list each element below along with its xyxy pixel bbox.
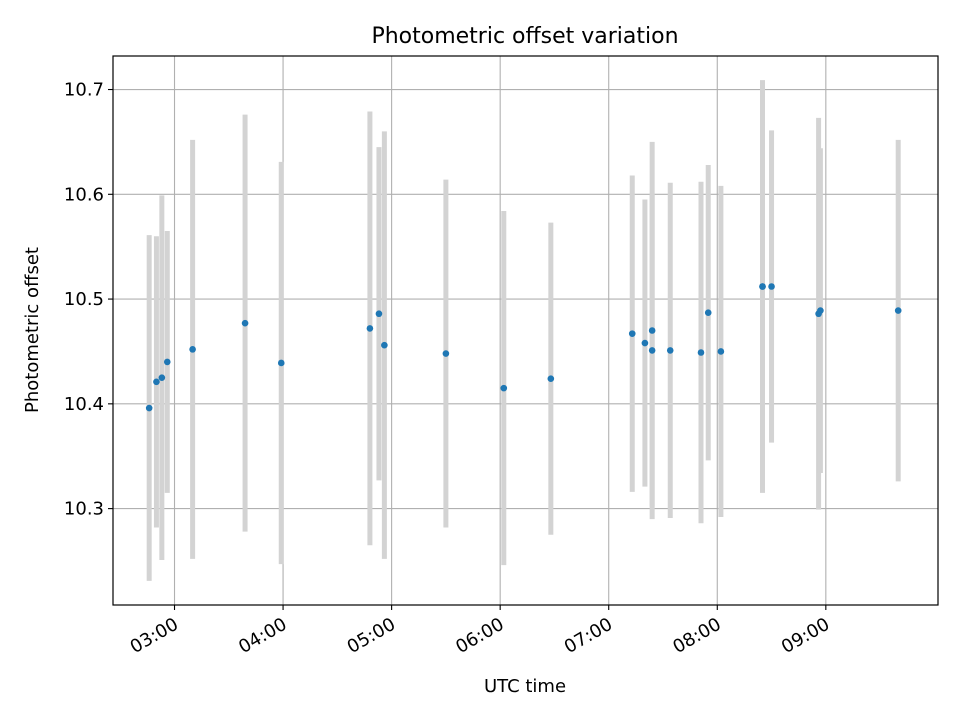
data-point xyxy=(241,319,249,327)
data-point xyxy=(375,310,383,318)
chart-title: Photometric offset variation xyxy=(371,24,678,49)
data-point xyxy=(145,404,153,412)
data-point xyxy=(547,375,555,382)
data-point xyxy=(648,327,656,334)
data-point xyxy=(628,330,636,337)
x-axis-label: UTC time xyxy=(484,676,566,697)
data-point xyxy=(704,309,712,316)
data-point xyxy=(163,358,171,366)
data-point xyxy=(641,339,649,347)
data-point xyxy=(768,283,775,290)
data-point xyxy=(442,350,450,357)
data-point xyxy=(366,325,374,332)
y-tick-label: 10.7 xyxy=(64,80,104,101)
grid xyxy=(113,56,938,605)
data-point xyxy=(894,307,902,314)
y-tick-label: 10.3 xyxy=(64,499,104,520)
data-point xyxy=(189,346,196,353)
data-points xyxy=(145,283,902,412)
data-point xyxy=(500,384,508,392)
data-point xyxy=(817,307,824,314)
y-axis-label: Photometric offset xyxy=(22,247,43,413)
y-tick-label: 10.5 xyxy=(64,289,104,310)
y-tick-label: 10.4 xyxy=(64,394,104,415)
data-point xyxy=(717,348,725,355)
data-point xyxy=(158,374,166,381)
data-point xyxy=(697,349,705,356)
plot-frame xyxy=(112,55,939,606)
data-point xyxy=(381,341,388,349)
data-point xyxy=(648,347,656,354)
y-axis: 10.3 10.4 10.5 10.6 10.7 xyxy=(64,80,113,520)
data-point xyxy=(666,347,674,354)
data-point xyxy=(153,378,160,386)
y-tick-label: 10.6 xyxy=(64,184,104,205)
data-point xyxy=(277,359,285,367)
data-point xyxy=(759,283,766,290)
